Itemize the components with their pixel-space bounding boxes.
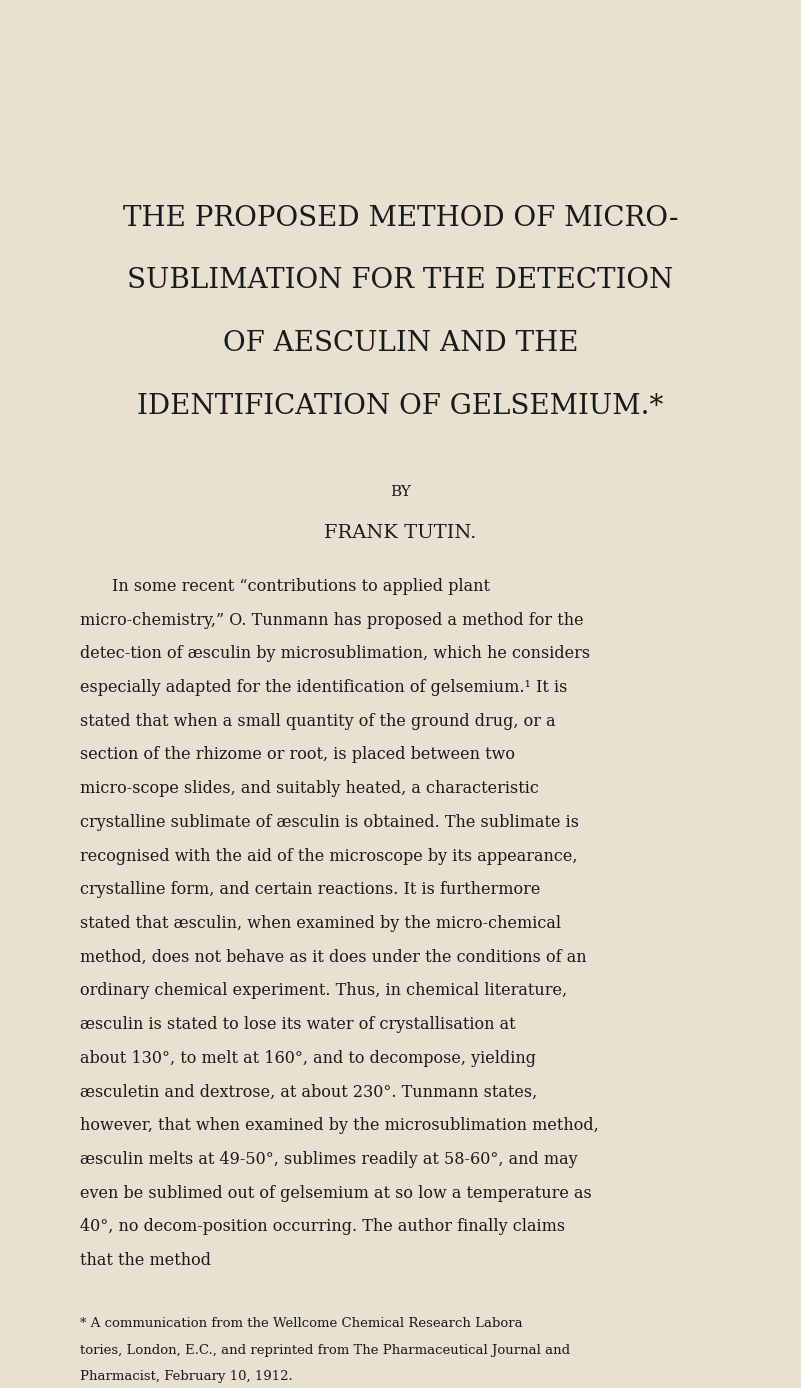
Text: about 130°, to melt at 160°, and to decompose, yielding: about 130°, to melt at 160°, and to deco… (80, 1049, 536, 1067)
Text: BY: BY (390, 486, 411, 500)
Text: tories, London, E.C., and reprinted from The Pharmaceutical Journal and: tories, London, E.C., and reprinted from… (80, 1344, 570, 1356)
Text: * A communication from the Wellcome Chemical Research Labora: * A communication from the Wellcome Chem… (80, 1317, 523, 1330)
Text: 40°, no decom-position occurring. The author finally claims: 40°, no decom-position occurring. The au… (80, 1219, 566, 1235)
Text: that the method: that the method (80, 1252, 211, 1269)
Text: however, that when examined by the microsublimation method,: however, that when examined by the micro… (80, 1117, 599, 1134)
Text: In some recent “contributions to applied plant: In some recent “contributions to applied… (112, 577, 490, 595)
Text: crystalline sublimate of æsculin is obtained. The sublimate is: crystalline sublimate of æsculin is obta… (80, 813, 579, 831)
Text: micro-scope slides, and suitably heated, a characteristic: micro-scope slides, and suitably heated,… (80, 780, 539, 797)
Text: SUBLIMATION FOR THE DETECTION: SUBLIMATION FOR THE DETECTION (127, 268, 674, 294)
Text: stated that æsculin, when examined by the micro-chemical: stated that æsculin, when examined by th… (80, 915, 562, 931)
Text: FRANK TUTIN.: FRANK TUTIN. (324, 523, 477, 541)
Text: IDENTIFICATION OF GELSEMIUM.*: IDENTIFICATION OF GELSEMIUM.* (137, 393, 664, 419)
Text: micro-chemistry,” O. Tunmann has proposed a method for the: micro-chemistry,” O. Tunmann has propose… (80, 612, 584, 629)
Text: method, does not behave as it does under the conditions of an: method, does not behave as it does under… (80, 949, 586, 966)
Text: crystalline form, and certain reactions. It is furthermore: crystalline form, and certain reactions.… (80, 881, 541, 898)
Text: OF AESCULIN AND THE: OF AESCULIN AND THE (223, 330, 578, 357)
Text: section of the rhizome or root, is placed between two: section of the rhizome or root, is place… (80, 747, 515, 763)
Text: THE PROPOSED METHOD OF MICRO-: THE PROPOSED METHOD OF MICRO- (123, 204, 678, 232)
Text: æsculetin and dextrose, at about 230°. Tunmann states,: æsculetin and dextrose, at about 230°. T… (80, 1084, 537, 1101)
Text: æsculin is stated to lose its water of crystallisation at: æsculin is stated to lose its water of c… (80, 1016, 516, 1033)
Text: even be sublimed out of gelsemium at so low a temperature as: even be sublimed out of gelsemium at so … (80, 1185, 592, 1202)
Text: especially adapted for the identification of gelsemium.¹ It is: especially adapted for the identificatio… (80, 679, 567, 695)
Text: stated that when a small quantity of the ground drug, or a: stated that when a small quantity of the… (80, 713, 556, 730)
Text: æsculin melts at 49-50°, sublimes readily at 58-60°, and may: æsculin melts at 49-50°, sublimes readil… (80, 1151, 578, 1169)
Text: recognised with the aid of the microscope by its appearance,: recognised with the aid of the microscop… (80, 848, 578, 865)
Text: detec-tion of æsculin by microsublimation, which he considers: detec-tion of æsculin by microsublimatio… (80, 645, 590, 662)
Text: ordinary chemical experiment. Thus, in chemical literature,: ordinary chemical experiment. Thus, in c… (80, 983, 567, 999)
Text: Pharmacist, February 10, 1912.: Pharmacist, February 10, 1912. (80, 1370, 293, 1384)
